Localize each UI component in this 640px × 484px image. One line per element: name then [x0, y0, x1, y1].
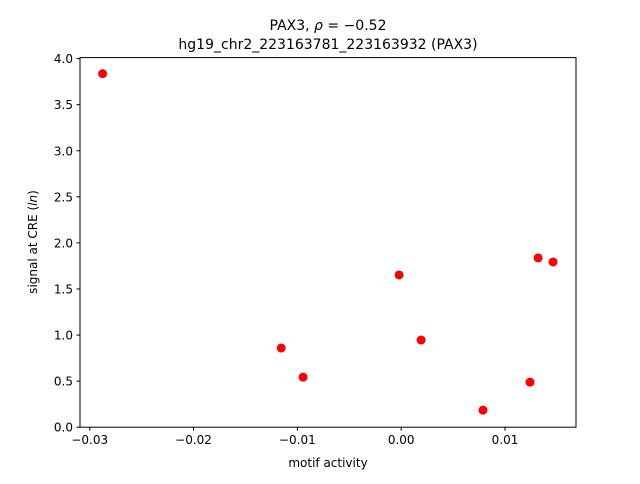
chart-title-line2: hg19_chr2_223163781_223163932 (PAX3): [178, 37, 477, 53]
y-axis-label: signal at CRE (ln): [26, 190, 40, 294]
y-tick-label: 3.0: [54, 144, 73, 158]
data-point: [478, 405, 488, 415]
y-tick-label: 2.0: [54, 236, 73, 250]
y-tick-label: 1.0: [54, 329, 73, 343]
x-axis-ticks: −0.03 −0.02 −0.01 0.00 0.01: [71, 427, 518, 447]
x-tick-label: 0.01: [492, 433, 519, 447]
data-point: [548, 257, 558, 267]
data-point: [416, 335, 426, 345]
x-tick-label: −0.03: [71, 433, 108, 447]
y-tick-label: 0.5: [54, 375, 73, 389]
y-tick-label: 4.0: [54, 52, 73, 66]
data-points: [98, 69, 558, 415]
y-tick-label: 2.5: [54, 190, 73, 204]
y-tick-label: 1.5: [54, 282, 73, 296]
chart-title-line1: PAX3, ρ = −0.52: [270, 18, 387, 34]
data-point: [298, 372, 308, 382]
y-tick-label: 3.5: [54, 98, 73, 112]
x-tick-label: −0.01: [279, 433, 316, 447]
y-tick-label: 0.0: [54, 421, 73, 435]
data-point: [394, 270, 404, 280]
data-point: [533, 253, 543, 263]
y-axis-ticks: 0.0 0.5 1.0 1.5 2.0 2.5 3.0 3.5 4.0: [54, 52, 80, 435]
x-axis-label: motif activity: [288, 456, 367, 470]
x-tick-label: 0.00: [388, 433, 415, 447]
data-point: [98, 69, 108, 79]
x-tick-label: −0.02: [175, 433, 212, 447]
data-point: [525, 377, 535, 387]
data-point: [276, 343, 286, 353]
plot-frame: [79, 57, 577, 428]
